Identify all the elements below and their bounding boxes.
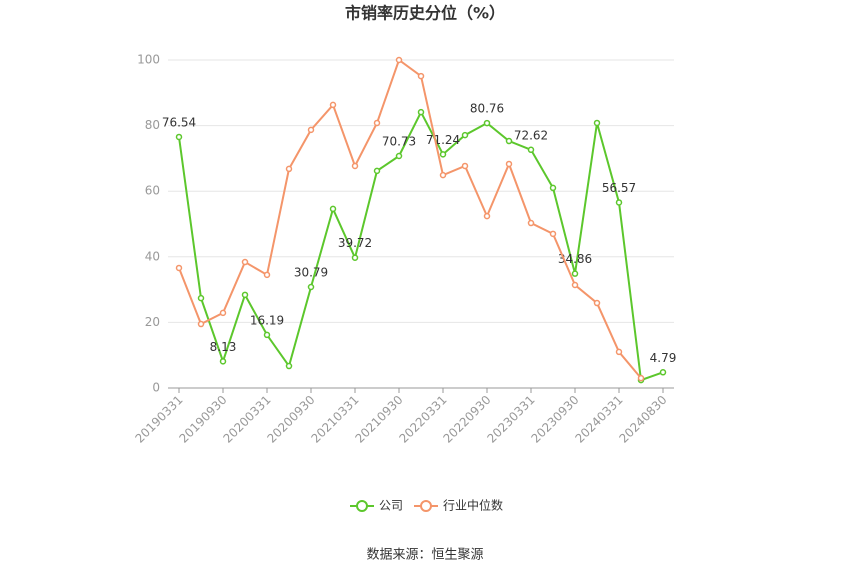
- y-tick-label: 20: [145, 315, 160, 329]
- y-tick-label: 0: [152, 381, 160, 395]
- point: [637, 374, 645, 382]
- point: [549, 184, 557, 192]
- point: [395, 152, 403, 160]
- point: [659, 369, 667, 376]
- point: [461, 131, 469, 139]
- point: [219, 358, 227, 365]
- data-label: 4.79: [650, 351, 677, 365]
- point: [329, 101, 337, 109]
- point: [593, 119, 601, 127]
- data-label: 70.73: [382, 135, 416, 149]
- y-tick-label: 100: [137, 53, 160, 67]
- legend-label: 行业中位数: [443, 498, 503, 513]
- point: [615, 348, 623, 356]
- point: [263, 331, 271, 339]
- point: [351, 254, 359, 261]
- point: [351, 162, 359, 170]
- data-label: 72.62: [514, 128, 548, 142]
- chart-title: 市销率历史分位（%）: [345, 4, 505, 23]
- point: [417, 108, 425, 116]
- source: 数据来源：恒生聚源: [366, 548, 483, 563]
- point: [571, 270, 579, 277]
- data-label: 16.19: [250, 313, 284, 327]
- y-tick-label: 60: [145, 184, 160, 198]
- data-label: 39.72: [338, 236, 372, 250]
- point: [505, 160, 513, 168]
- point: [241, 291, 249, 299]
- data-label: 30.79: [294, 266, 328, 280]
- point: [527, 146, 535, 154]
- point: [483, 119, 491, 127]
- point: [285, 362, 293, 370]
- point: [241, 258, 249, 266]
- x-tick-label: 20240830: [617, 393, 670, 446]
- legend-marker: [420, 500, 432, 512]
- data-label: 8.13: [210, 340, 237, 354]
- point: [263, 271, 271, 279]
- point: [395, 56, 403, 64]
- point: [197, 294, 205, 302]
- point: [461, 162, 469, 170]
- point: [307, 283, 315, 291]
- legend-marker: [356, 500, 368, 512]
- point: [329, 205, 337, 213]
- point: [505, 137, 513, 145]
- point: [197, 320, 205, 328]
- data-label: 76.54: [162, 115, 196, 129]
- point: [307, 126, 315, 134]
- point: [593, 299, 601, 307]
- point: [175, 133, 183, 141]
- point: [373, 167, 381, 175]
- point: [417, 72, 425, 80]
- point: [615, 199, 623, 206]
- data-label: 80.76: [470, 102, 504, 116]
- point: [527, 219, 535, 227]
- y-tick-label: 80: [145, 118, 160, 132]
- point: [571, 281, 579, 289]
- point: [219, 309, 227, 317]
- point: [373, 119, 381, 127]
- point: [439, 151, 447, 158]
- point: [549, 230, 557, 238]
- point: [483, 212, 491, 220]
- point: [285, 165, 293, 173]
- data-label: 71.24: [426, 133, 460, 147]
- y-tick-label: 40: [145, 249, 160, 263]
- legend-label: 公司: [379, 499, 403, 513]
- data-label: 56.57: [602, 181, 636, 195]
- series-line: [178, 109, 664, 382]
- point: [175, 264, 183, 272]
- series-line: [178, 58, 642, 379]
- point: [439, 171, 447, 179]
